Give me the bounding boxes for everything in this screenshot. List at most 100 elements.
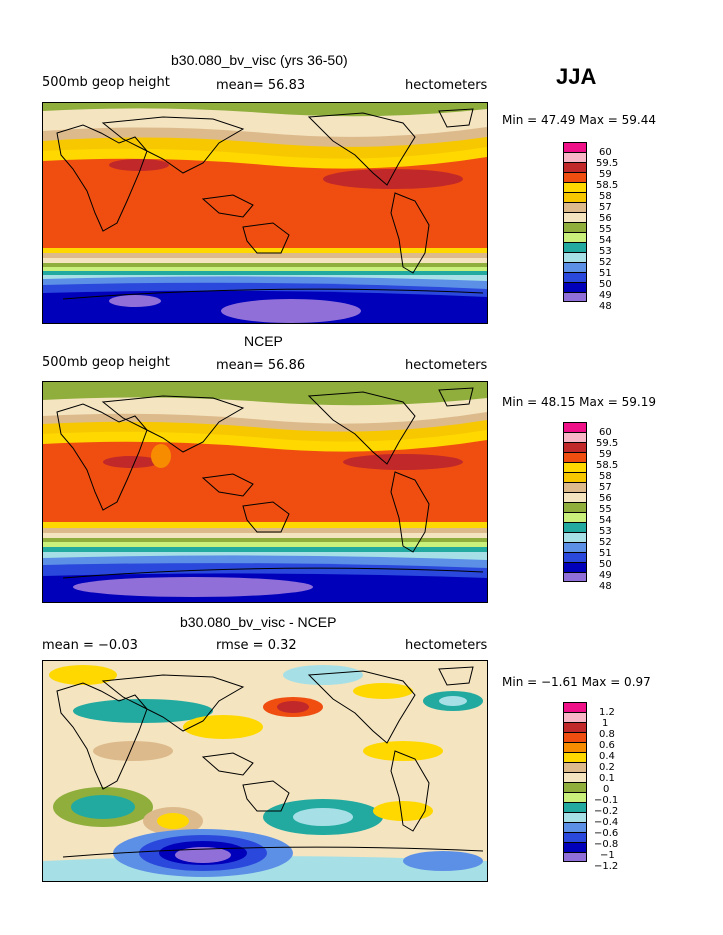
panel3-title: b30.080_bv_visc - NCEP [180, 614, 337, 630]
legend-swatch [563, 722, 587, 732]
panel3-legend-label: −0.8 [594, 839, 619, 850]
panel2-legend-label: 56 [599, 493, 612, 504]
panel2-legend [563, 422, 587, 582]
legend-swatch [563, 792, 587, 802]
panel2-legend-label: 59.5 [596, 438, 619, 449]
panel2-legend-label: 50 [599, 559, 612, 570]
legend-swatch [563, 712, 587, 722]
legend-swatch [563, 852, 587, 862]
legend-swatch [563, 762, 587, 772]
panel1-min-max: Min = 47.49 Max = 59.44 [502, 113, 656, 127]
legend-swatch [563, 262, 587, 272]
panel3-legend-label: −1 [600, 850, 615, 861]
panel2-units-label: hectometers [405, 358, 488, 373]
legend-swatch [563, 492, 587, 502]
panel3-units-label: hectometers [405, 638, 488, 653]
panel3-legend-label: 1.2 [599, 707, 615, 718]
panel3-legend-label: 0.6 [599, 740, 615, 751]
panel1-legend-label: 52 [599, 257, 612, 268]
legend-swatch [563, 472, 587, 482]
panel3-legend-label: 1 [602, 718, 609, 729]
panel2-legend-label: 60 [599, 427, 612, 438]
legend-swatch [563, 532, 587, 542]
panel2-legend-label: 54 [599, 515, 612, 526]
panel2-legend-label: 58 [599, 471, 612, 482]
panel1-legend-label: 49 [599, 290, 612, 301]
legend-swatch [563, 152, 587, 162]
panel2-legend-label: 58.5 [596, 460, 619, 471]
legend-swatch [563, 802, 587, 812]
legend-swatch [563, 832, 587, 842]
panel3-legend-label: −0.4 [594, 817, 619, 828]
panel3-legend-label: 0 [603, 784, 610, 795]
legend-swatch [563, 172, 587, 182]
panel2-legend-label: 52 [599, 537, 612, 548]
legend-swatch [563, 732, 587, 742]
panel3-min-max: Min = −1.61 Max = 0.97 [502, 675, 651, 689]
legend-swatch [563, 212, 587, 222]
panel1-legend-label: 54 [599, 235, 612, 246]
panel3-legend [563, 702, 587, 862]
panel1-legend-label: 53 [599, 246, 612, 257]
legend-swatch [563, 222, 587, 232]
legend-swatch [563, 432, 587, 442]
legend-swatch [563, 752, 587, 762]
legend-swatch [563, 502, 587, 512]
legend-swatch [563, 142, 587, 152]
legend-swatch [563, 572, 587, 582]
panel3-legend-label: −1.2 [594, 861, 619, 872]
legend-swatch [563, 542, 587, 552]
legend-swatch [563, 822, 587, 832]
legend-swatch [563, 272, 587, 282]
panel1-legend-label: 48 [599, 301, 612, 312]
panel2-title: NCEP [244, 333, 283, 349]
panel1-contour-plot [43, 103, 487, 323]
legend-swatch [563, 782, 587, 792]
panel3-legend-label: 0.4 [599, 751, 615, 762]
panel3-legend-label: 0.2 [599, 762, 615, 773]
panel3-contour-plot [43, 661, 487, 881]
panel2-legend-label: 53 [599, 526, 612, 537]
legend-swatch [563, 162, 587, 172]
panel1-legend [563, 142, 587, 302]
panel1-legend-label: 50 [599, 279, 612, 290]
legend-swatch [563, 842, 587, 852]
panel3-legend-label: 0.8 [599, 729, 615, 740]
legend-swatch [563, 812, 587, 822]
legend-swatch [563, 242, 587, 252]
legend-swatch [563, 522, 587, 532]
legend-swatch [563, 192, 587, 202]
legend-swatch [563, 422, 587, 432]
panel2-mean-label: mean= 56.86 [216, 358, 306, 373]
legend-swatch [563, 552, 587, 562]
panel1-legend-label: 56 [599, 213, 612, 224]
panel2-map [42, 381, 488, 603]
legend-swatch [563, 462, 587, 472]
legend-swatch [563, 562, 587, 572]
legend-swatch [563, 232, 587, 242]
panel1-variable-label: 500mb geop height [42, 75, 170, 90]
panel3-legend-label: −0.2 [594, 806, 619, 817]
panel1-legend-label: 59.5 [596, 158, 619, 169]
panel1-legend-label: 59 [599, 169, 612, 180]
panel3-rmse-label: rmse = 0.32 [216, 638, 297, 653]
panel1-legend-label: 51 [599, 268, 612, 279]
panel2-legend-label: 49 [599, 570, 612, 581]
panel3-legend-label: −0.1 [594, 795, 619, 806]
panel1-title: b30.080_bv_visc (yrs 36-50) [171, 52, 348, 68]
panel2-contour-plot [43, 382, 487, 602]
legend-swatch [563, 252, 587, 262]
panel1-legend-label: 58 [599, 191, 612, 202]
panel2-variable-label: 500mb geop height [42, 355, 170, 370]
legend-swatch [563, 182, 587, 192]
panel3-legend-label: 0.1 [599, 773, 615, 784]
panel2-legend-label: 57 [599, 482, 612, 493]
legend-swatch [563, 442, 587, 452]
panel1-map [42, 102, 488, 324]
panel1-legend-label: 60 [599, 147, 612, 158]
legend-swatch [563, 282, 587, 292]
panel2-legend-label: 55 [599, 504, 612, 515]
legend-swatch [563, 292, 587, 302]
panel3-mean-label: mean = −0.03 [42, 638, 138, 653]
panel3-map [42, 660, 488, 882]
